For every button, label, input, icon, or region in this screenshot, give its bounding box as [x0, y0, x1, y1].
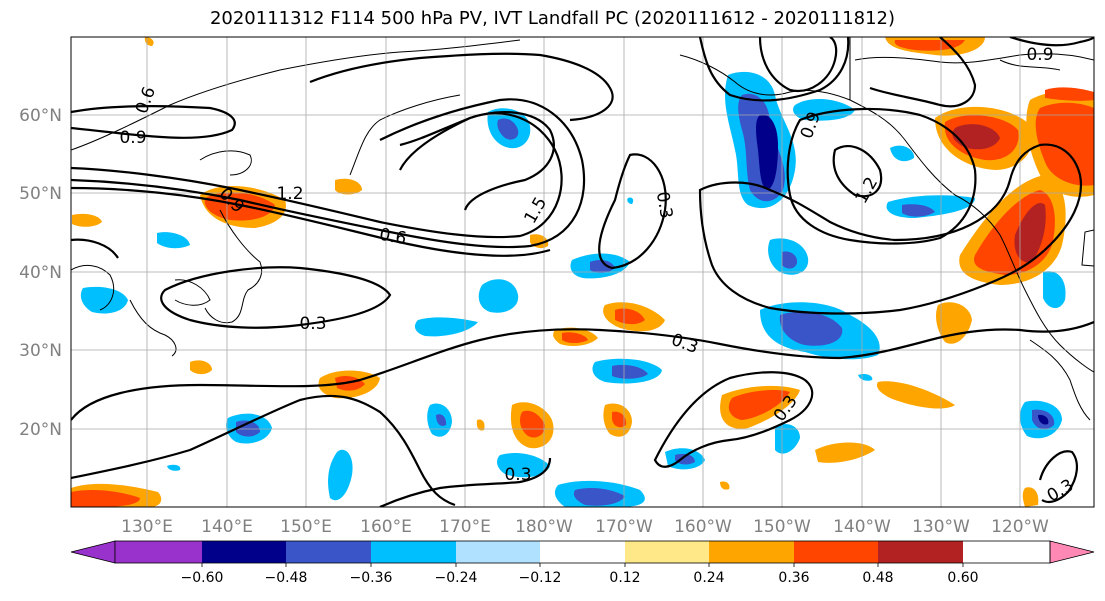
contour-label: 0.3	[652, 190, 676, 220]
colorbar-segment	[625, 541, 709, 563]
lat-tick-label: 60°N	[19, 106, 62, 126]
lat-tick-label: 30°N	[19, 341, 62, 361]
colorbar-tick-label: −0.12	[519, 570, 562, 586]
lon-tick-label: 140°W	[833, 517, 891, 537]
colorbar-segment	[115, 541, 202, 563]
contour-label: 0.9	[1026, 45, 1053, 65]
colorbar-tick-label: 0.36	[778, 570, 809, 586]
positive-anomaly-shading	[71, 37, 1094, 507]
latitude-axis: 60°N 50°N 40°N 30°N 20°N	[19, 106, 62, 440]
map-title: 2020111312 F114 500 hPa PV, IVT Landfall…	[209, 8, 896, 29]
colorbar-segment	[202, 541, 286, 563]
contours	[71, 37, 1094, 507]
colorbar-tick-label: 0.24	[693, 570, 724, 586]
contour-label: 0.6	[378, 225, 408, 249]
lat-tick-label: 50°N	[19, 184, 62, 204]
contour-labels: 0.60.90.9 1.20.61.50.30.30.30.30.91.20.90…	[119, 45, 1077, 506]
colorbar-tick-label: 0.12	[609, 570, 640, 586]
contour-label: 1.2	[276, 184, 303, 204]
colorbar-tick-label: 0.48	[862, 570, 893, 586]
lon-tick-label: 120°W	[991, 517, 1049, 537]
graticule	[71, 37, 1094, 507]
contour-label: 0.9	[119, 128, 146, 148]
colorbar-segment	[540, 541, 625, 563]
lon-tick-label: 130°W	[912, 517, 970, 537]
lat-tick-label: 20°N	[19, 420, 62, 440]
contour-label: 0.3	[299, 314, 326, 334]
lon-tick-label: 170°W	[595, 517, 653, 537]
colorbar-segment	[794, 541, 878, 563]
colorbar-tick-label: −0.60	[181, 570, 224, 586]
colorbar-extend-low	[70, 540, 116, 564]
map-frame	[70, 36, 1095, 508]
lon-tick-label: 150°W	[753, 517, 811, 537]
colorbar-segment	[371, 541, 456, 563]
colorbar-segment	[286, 541, 371, 563]
lon-tick-label: 160°E	[360, 517, 412, 537]
lon-tick-label: 160°W	[674, 517, 732, 537]
colorbar-tick-label: 0.60	[947, 570, 978, 586]
colorbar-segment	[709, 541, 794, 563]
colorbar-tick-label: −0.48	[265, 570, 308, 586]
coastlines	[71, 37, 1094, 421]
lon-tick-label: 130°E	[121, 517, 173, 537]
contour-label: 0.3	[504, 465, 531, 485]
lon-tick-label: 150°E	[280, 517, 332, 537]
colorbar-tick-label: −0.24	[435, 570, 478, 586]
lon-tick-label: 180°W	[515, 517, 573, 537]
colorbar: −0.60 −0.48 −0.36 −0.24 −0.12 0.12 0.24 0.36 0.4…	[70, 540, 1095, 586]
colorbar-segment	[878, 541, 963, 563]
colorbar-segment	[456, 541, 540, 563]
lat-tick-label: 40°N	[19, 263, 62, 283]
colorbar-tick-label: −0.36	[350, 570, 393, 586]
longitude-axis: 130°E 140°E 150°E 160°E 170°E 180°W 170°W 160°W…	[121, 517, 1049, 537]
lon-tick-label: 140°E	[201, 517, 253, 537]
map-panel: 0.60.90.9 1.20.61.50.30.30.30.30.91.20.90…	[71, 37, 1094, 507]
negative-anomaly-shading	[80, 71, 1066, 507]
lon-tick-label: 170°E	[439, 517, 491, 537]
colorbar-extend-high	[1049, 540, 1095, 564]
